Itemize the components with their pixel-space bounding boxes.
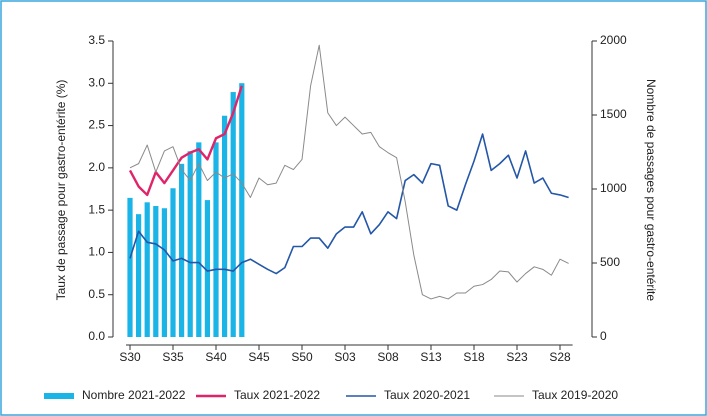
bar: [170, 188, 176, 337]
bar: [213, 142, 219, 337]
legend-label: Taux 2020-2021: [384, 388, 470, 402]
bar: [136, 214, 142, 337]
y-tick-label: 0.5: [88, 287, 105, 301]
bar: [179, 163, 185, 337]
y-tick-label: 2.0: [88, 160, 105, 174]
x-tick-label: S28: [549, 350, 571, 364]
bar: [222, 115, 228, 338]
y-tick-label: 1.0: [88, 245, 105, 259]
y-tick-label: 0.0: [88, 329, 105, 343]
x-tick-label: S50: [291, 350, 313, 364]
x-tick-label: S18: [463, 350, 485, 364]
y2-tick-label: 0: [600, 329, 607, 343]
legend-swatch: [44, 393, 74, 399]
line: [129, 44, 569, 300]
y2-tick-label: 1500: [600, 107, 627, 121]
line: [129, 133, 569, 275]
y-axis-title: Taux de passage pour gastro-entérite (%): [54, 80, 68, 301]
line: [128, 85, 243, 197]
x-tick-label: S08: [377, 350, 399, 364]
y2-tick-label: 500: [600, 255, 620, 269]
legend-label: Taux 2021-2022: [234, 388, 320, 402]
x-tick-label: S45: [248, 350, 270, 364]
bar: [187, 151, 193, 337]
bar: [153, 206, 159, 337]
x-tick-label: S23: [506, 350, 528, 364]
legend-label: Taux 2019-2020: [532, 388, 618, 402]
bar: [196, 142, 202, 337]
y-tick-label: 2.5: [88, 118, 105, 132]
x-tick-label: S13: [420, 350, 442, 364]
x-tick-label: S40: [205, 350, 227, 364]
y2-axis-title: Nombre de passages pour gastro-entérite: [644, 79, 658, 301]
y-tick-label: 3.0: [88, 75, 105, 89]
bar: [161, 208, 167, 337]
y-tick-label: 3.5: [88, 33, 105, 47]
legend-label: Nombre 2021-2022: [82, 388, 186, 402]
bar: [127, 197, 133, 337]
x-tick-label: S35: [162, 350, 184, 364]
x-tick-label: S30: [119, 350, 141, 364]
x-tick-label: S03: [334, 350, 356, 364]
bar: [239, 83, 245, 338]
y-tick-label: 1.5: [88, 202, 105, 216]
bar: [230, 92, 236, 337]
bar: [144, 202, 150, 337]
bar: [204, 200, 210, 337]
y2-tick-label: 2000: [600, 33, 627, 47]
y2-tick-label: 1000: [600, 181, 627, 195]
